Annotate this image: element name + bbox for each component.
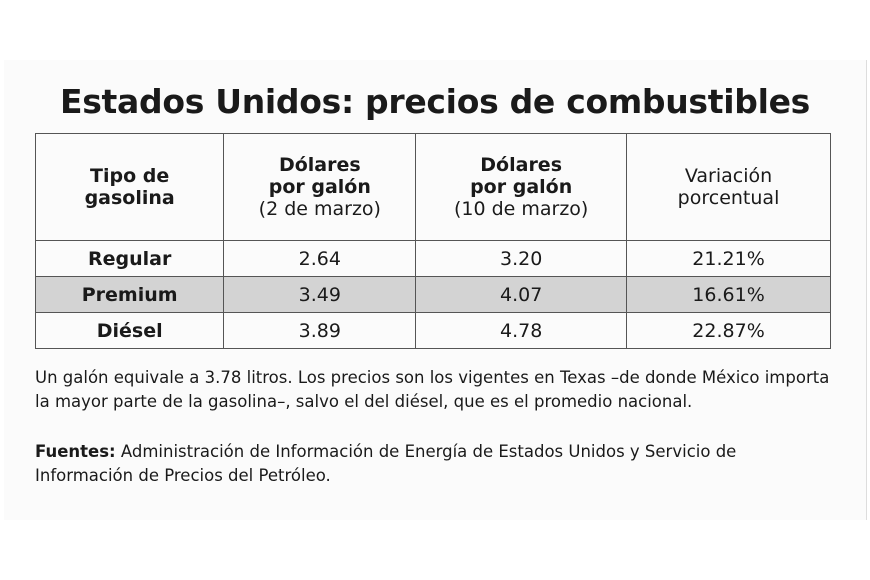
header-cell: Dólares por galón (2 de marzo): [223, 133, 417, 241]
header-note: (2 de marzo): [258, 198, 381, 220]
header-title: Dólares por galón: [470, 154, 573, 198]
table-row: Premium 3.49 4.07 16.61%: [34, 276, 831, 313]
cell: 16.61%: [626, 276, 831, 313]
header-title: Dólares por galón: [268, 154, 371, 198]
cell: 3.89: [223, 312, 417, 349]
cell: 2.64: [223, 240, 417, 277]
cell: 4.78: [415, 312, 628, 349]
cell: 21.21%: [626, 240, 831, 277]
row-label: Premium: [34, 276, 225, 313]
header-note: (10 de marzo): [453, 198, 589, 220]
cell: 3.49: [223, 276, 417, 313]
header-cell: Dólares por galón (10 de marzo): [415, 133, 628, 241]
table-body: Regular 2.64 3.20 21.21% Premium 3.49 4.07 16.6…: [34, 240, 831, 349]
table-row: Diésel 3.89 4.78 22.87%: [34, 312, 831, 349]
header-cell: Variación porcentual: [626, 133, 831, 241]
header-cell: Tipo de gasolina: [34, 133, 225, 241]
header-row: Tipo de gasolina Dólares por galón (2 de m…: [34, 133, 831, 241]
sources: Fuentes: Administración de Información d…: [35, 440, 835, 488]
cell: 22.87%: [626, 312, 831, 349]
sources-label: Fuentes:: [35, 442, 116, 461]
cell: 3.20: [415, 240, 628, 277]
table-row: Regular 2.64 3.20 21.21%: [34, 240, 831, 277]
sources-text: Administración de Información de Energía…: [35, 442, 737, 485]
card: Estados Unidos: precios de combustibles …: [4, 60, 867, 520]
header-title: Tipo de gasolina: [84, 165, 175, 209]
header-label: Variación porcentual: [677, 165, 780, 209]
price-table: Tipo de gasolina Dólares por galón (2 de m…: [34, 133, 831, 349]
row-label: Diésel: [34, 312, 225, 349]
cell: 4.07: [415, 276, 628, 313]
footnote: Un galón equivale a 3.78 litros. Los pre…: [35, 368, 830, 411]
row-label: Regular: [34, 240, 225, 277]
title: Estados Unidos: precios de combustibles: [59, 82, 811, 121]
